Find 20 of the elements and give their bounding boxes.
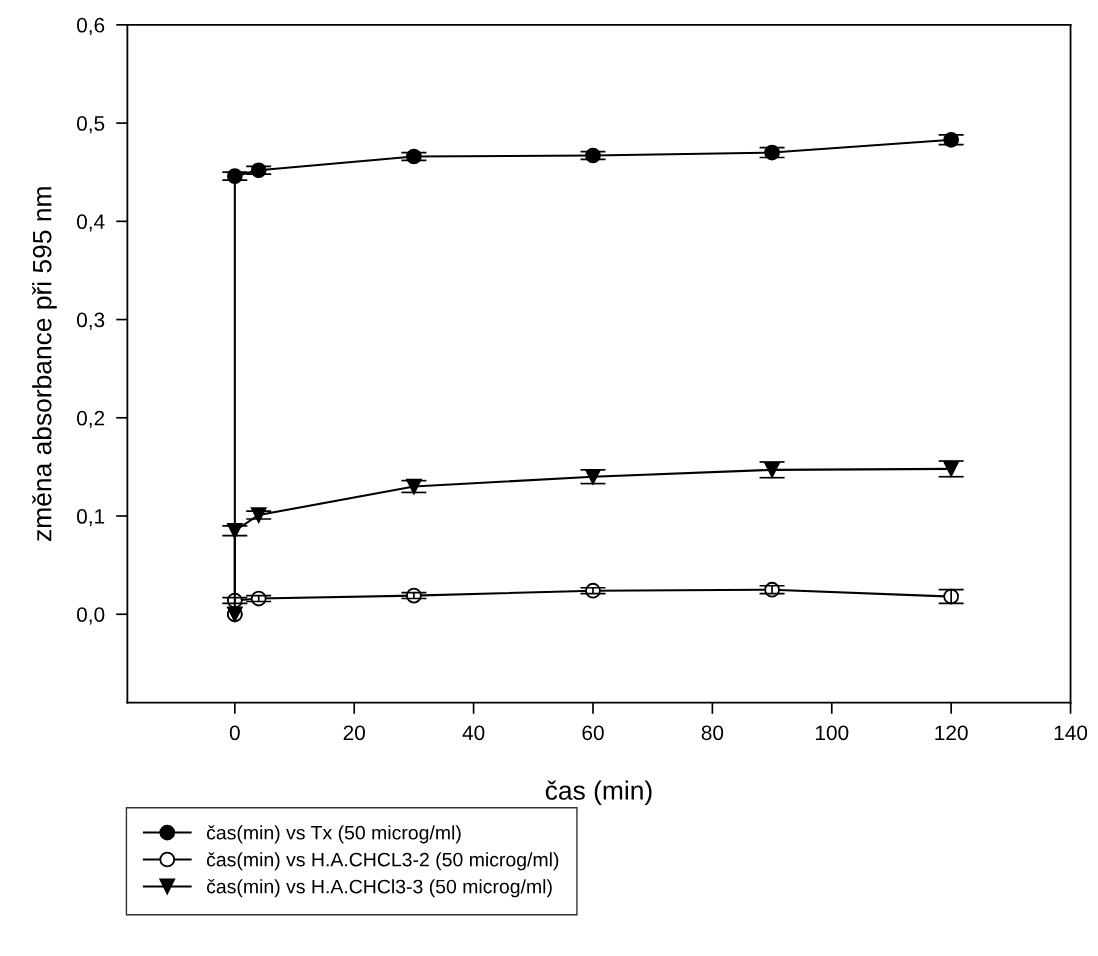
legend-label: čas(min) vs Tx (50 microg/ml) bbox=[206, 825, 461, 844]
y-tick-label: 0,6 bbox=[77, 17, 105, 36]
y-tick-label: 0,1 bbox=[77, 509, 105, 527]
y-tick-label: 0,4 bbox=[77, 214, 105, 232]
y-axis-title: změna absorbance při 595 nm bbox=[32, 187, 57, 541]
x-tick-label: 100 bbox=[815, 725, 849, 741]
x-tick-label: 60 bbox=[582, 725, 604, 741]
y-tick-label: 0,2 bbox=[77, 410, 105, 428]
x-tick-label: 140 bbox=[1054, 725, 1088, 741]
x-tick-label: 80 bbox=[701, 725, 724, 741]
x-axis-title: čas (min) bbox=[545, 780, 652, 806]
y-tick-label: 0,0 bbox=[77, 607, 105, 625]
x-tick-label: 40 bbox=[462, 725, 485, 741]
legend-label: čas(min) vs H.A.CHCL3-2 (50 microg/ml) bbox=[206, 852, 559, 871]
x-tick-label: 120 bbox=[935, 725, 968, 741]
y-tick-label: 0,5 bbox=[77, 116, 105, 134]
x-tick-label: 20 bbox=[343, 725, 365, 741]
y-tick-label: 0,3 bbox=[77, 312, 105, 330]
legend-label: čas(min) vs H.A.CHCl3-3 (50 microg/ml) bbox=[206, 879, 552, 898]
x-tick-label: 0 bbox=[229, 725, 240, 741]
